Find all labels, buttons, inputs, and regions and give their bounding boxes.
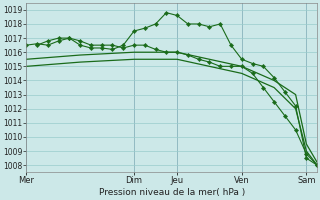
X-axis label: Pression niveau de la mer( hPa ): Pression niveau de la mer( hPa ) [99,188,245,197]
